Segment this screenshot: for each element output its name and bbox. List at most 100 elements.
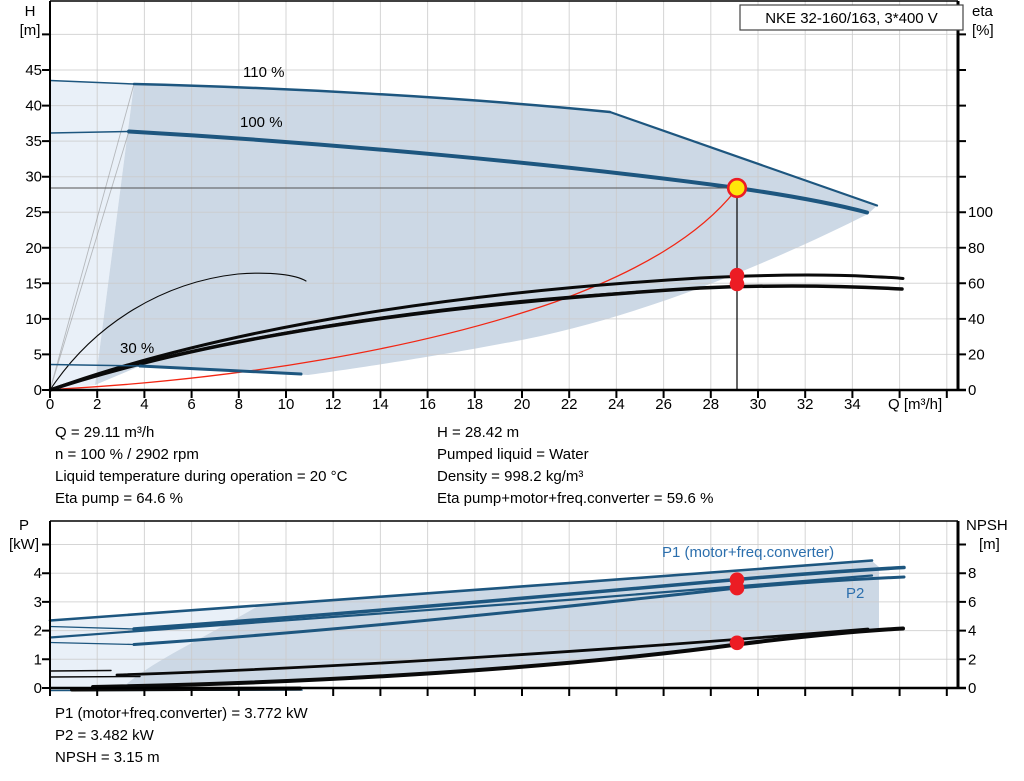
q-tick-label: 4 [140,396,148,413]
low-speed-power-line-1 [49,669,112,672]
info-h: H = 28.42 m [437,424,519,441]
operating-info-block: Q = 29.11 m³/h n = 100 % / 2902 rpm Liqu… [55,424,713,507]
power-left-ticks [42,543,50,689]
eta-curve-thin-arc [49,272,307,391]
speed-110-label: 110 % [243,64,284,81]
p2-result-dot [729,580,745,596]
npsh-tick-label: 4 [968,623,976,640]
h-tick-label: 15 [25,275,42,292]
npsh-curve [91,626,905,689]
h-tick-label: 40 [25,98,42,115]
power-bottom-ticks [49,688,948,696]
q-tick-label: 28 [702,396,719,413]
eta-tick-label: 0 [968,382,976,399]
system-curve [59,190,736,390]
q-tick-label: 20 [514,396,531,413]
result-p1: P1 (motor+freq.converter) = 3.772 kW [55,705,308,722]
power-grid-horizontal [50,544,958,660]
npsh-result-dot [729,635,745,651]
npsh-110-curve [115,627,870,677]
h-tick-label: 30 [25,169,42,186]
p2-curve-label: P2 [846,585,864,602]
speed-110-leadin [49,79,135,85]
npsh-axis-name: NPSH [966,517,1008,534]
p-tick-label: 3 [34,594,42,611]
p2-100-leadin [49,641,135,646]
eta-tick-label: 80 [968,240,985,257]
eta-pump-curve [48,273,905,392]
qh-bottom-ticks [49,390,948,398]
h-tick-label: 25 [25,204,42,221]
q-tick-label: 0 [46,396,54,413]
info-density: Density = 998.2 kg/m³ [437,468,583,485]
eta-total-curve [48,284,904,392]
npsh-tick-label: 0 [968,680,976,697]
p1-100-leadin [49,625,135,630]
q-axis-unit: Q [m³/h] [888,396,942,413]
q-tick-label: 8 [235,396,243,413]
info-q: Q = 29.11 m³/h [55,424,154,441]
result-info-block: P1 (motor+freq.converter) = 3.772 kW P2 … [55,705,308,766]
speed-110-curve [132,82,612,114]
power-right-ticks [958,543,966,689]
speed-30-leadin [49,363,141,367]
eta-axis-unit: [%] [972,22,994,39]
info-n: n = 100 % / 2902 rpm [55,446,199,463]
h-axis-unit: [m] [20,22,41,39]
h-axis-name: H [25,3,36,20]
p1-curve [132,565,906,631]
speed-100-curve [127,129,869,215]
q-tick-label: 12 [325,396,342,413]
p1-curve-label: P1 (motor+freq.converter) [662,544,834,561]
q-tick-label: 2 [93,396,101,413]
eta-tick-label: 100 [968,204,993,221]
npsh-axis-unit: [m] [979,536,1000,553]
eta-axis-name: eta [972,3,994,20]
p-tick-label: 4 [34,565,42,582]
p2-curve [132,575,906,646]
result-p2: P2 = 3.482 kW [55,727,155,744]
q-tick-label: 14 [372,396,389,413]
h-tick-label: 35 [25,133,42,150]
q-tick-label: 22 [561,396,578,413]
h-tick-label: 10 [25,311,42,328]
p1-110-curve [48,559,874,622]
npsh-tick-label: 6 [968,594,976,611]
eta-tick-label: 60 [968,275,985,292]
p-axis-name: P [19,517,29,534]
p-tick-label: 1 [34,651,42,668]
info-eta-pump: Eta pump = 64.6 % [55,490,183,507]
q-tick-label: 24 [608,396,625,413]
info-liquid-temp: Liquid temperature during operation = 20… [55,468,348,485]
npsh-tick-label: 8 [968,565,976,582]
speed-100-leadin [49,130,130,134]
q-tick-label: 16 [419,396,436,413]
speed-30-curve [138,364,303,376]
pump-title-box [739,4,964,31]
eta-tick-label: 20 [968,346,985,363]
h-tick-label: 0 [34,382,42,399]
p-tick-label: 2 [34,623,42,640]
q-tick-label: 10 [278,396,295,413]
pump-title: NKE 32-160/163, 3*400 V [765,10,938,27]
info-eta-total: Eta pump+motor+freq.converter = 59.6 % [437,490,713,507]
qh-envelope-dark [95,84,877,385]
duty-point-marker[interactable] [726,177,748,199]
npsh-tick-label: 2 [968,651,976,668]
qh-right-ticks [958,33,966,391]
h-tick-label: 5 [34,346,42,363]
speed-30-label: 30 % [120,340,154,357]
max-flow-boundary [608,110,879,207]
q-tick-label: 6 [187,396,195,413]
p-tick-label: 0 [34,680,42,697]
qh-chart: 30 % 110 % 100 % H [m [20,0,994,413]
q-tick-label: 30 [750,396,767,413]
qh-grid-vertical [96,1,948,390]
p-axis-unit: [kW] [9,536,39,553]
q-tick-label: 32 [797,396,814,413]
q-tick-label: 34 [844,396,861,413]
eta-tick-label: 40 [968,311,985,328]
h-tick-label: 20 [25,240,42,257]
